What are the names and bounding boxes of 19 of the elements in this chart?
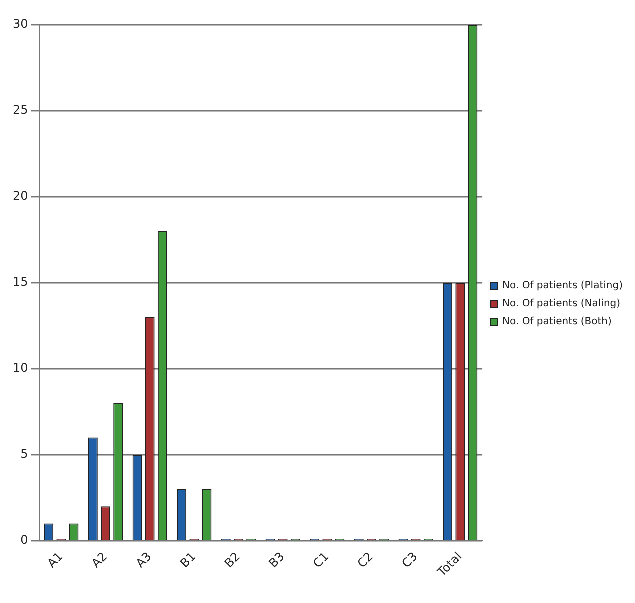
y-tick-label: 30 — [12, 17, 28, 32]
x-tick-label: C3 — [399, 550, 420, 571]
legend-label: No. Of patients (Both) — [502, 316, 612, 328]
x-tick-label: B2 — [222, 550, 244, 571]
x-tick-label: A3 — [133, 550, 154, 571]
y-tick-label: 5 — [20, 447, 28, 462]
x-tick-label: B3 — [266, 550, 288, 571]
y-tick-label: 20 — [12, 189, 28, 204]
y-tick-label: 15 — [12, 275, 28, 290]
y-tick-label: 25 — [12, 103, 28, 118]
y-tick-label: 10 — [12, 361, 28, 376]
x-tick-label: A2 — [88, 550, 110, 571]
x-tick-label: B1 — [178, 550, 199, 571]
legend-label: No. Of patients (Naling) — [502, 298, 621, 310]
x-tick-label: C1 — [310, 550, 332, 571]
legend-label: No. Of patients (Plating) — [502, 280, 624, 292]
y-tick-label: 0 — [20, 533, 28, 548]
x-tick-label: C2 — [354, 550, 376, 571]
x-tick-label: A1 — [44, 550, 66, 571]
